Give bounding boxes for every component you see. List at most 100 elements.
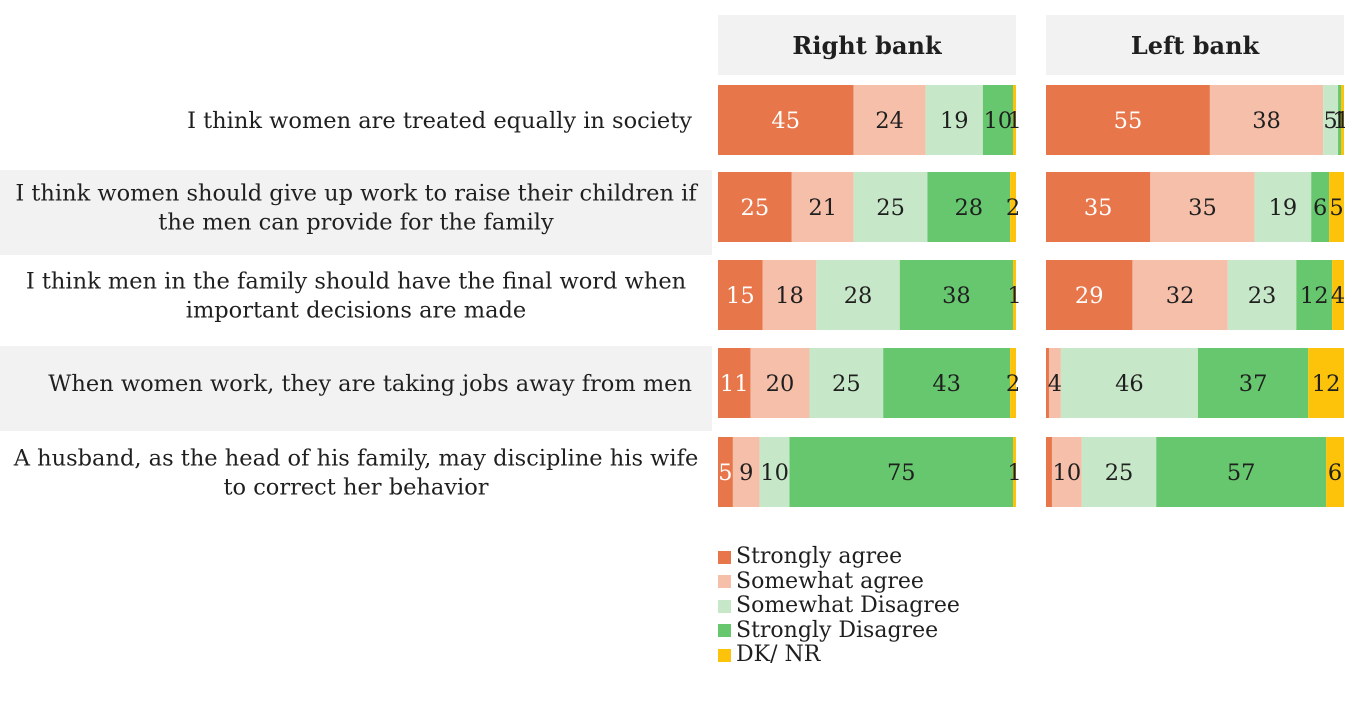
- category-labels: I think women are treated equally in soc…: [13, 108, 699, 501]
- data-label: 19: [940, 108, 969, 134]
- legend-label: Somewhat agree: [736, 568, 924, 594]
- bar-segment: [762, 260, 817, 330]
- bar-segment: [1332, 260, 1344, 330]
- data-label: 1: [1335, 108, 1345, 134]
- data-label: 5: [1323, 108, 1337, 134]
- bar-segment: [1311, 172, 1330, 242]
- bar-segment: [1329, 172, 1344, 242]
- category-label-line: When women work, they are taking jobs aw…: [48, 371, 692, 397]
- data-label: 11: [720, 371, 749, 397]
- data-label: 9: [739, 460, 753, 486]
- bar-segment: [718, 85, 854, 155]
- category-label: I think men in the family should have th…: [26, 269, 686, 324]
- data-label: 25: [876, 195, 905, 221]
- category-label-line: to correct her behavior: [223, 475, 488, 501]
- data-label: 4: [1331, 283, 1345, 309]
- bar-segment: [1046, 172, 1151, 242]
- data-label: 10: [1053, 460, 1082, 486]
- bar-segment: [1227, 260, 1297, 330]
- bar-segment: [927, 172, 1011, 242]
- legend: Strongly agree Somewhat agree Somewhat Dis…: [718, 544, 960, 668]
- bar-segment: [1197, 348, 1309, 418]
- data-label: 5: [1329, 195, 1343, 221]
- bar-segment: [925, 85, 983, 155]
- bar-segment: [1254, 172, 1312, 242]
- bar-segment: [899, 260, 1014, 330]
- data-label: 28: [954, 195, 983, 221]
- data-label: 12: [1312, 371, 1341, 397]
- category-label-line: I think women should give up work to rai…: [15, 181, 698, 207]
- data-label: 75: [887, 460, 916, 486]
- legend-swatch: [718, 648, 731, 662]
- bar-segment: [1013, 260, 1016, 330]
- data-label: 45: [771, 108, 800, 134]
- bar-segment: [1150, 172, 1255, 242]
- legend-label: DK/ NR: [736, 642, 821, 667]
- data-label: 1: [1007, 460, 1021, 486]
- data-label: 1: [1007, 108, 1021, 134]
- category-label-line: important decisions are made: [186, 298, 526, 324]
- data-label: 29: [1075, 283, 1104, 309]
- bar-segment: [718, 172, 792, 242]
- row-band: [0, 170, 712, 255]
- bar-segment: [1048, 348, 1061, 418]
- bar-segment: [1060, 348, 1198, 418]
- data-label: 1: [1007, 283, 1021, 309]
- bar-segment: [1046, 348, 1049, 418]
- category-label-line: A husband, as the head of his family, ma…: [13, 446, 699, 472]
- data-label: 57: [1227, 460, 1256, 486]
- bar-segment: [1326, 437, 1344, 507]
- bar-segment: [718, 260, 763, 330]
- legend-swatch: [718, 550, 731, 564]
- data-label: 6: [1313, 195, 1327, 221]
- bar-segment: [982, 85, 1013, 155]
- data-label: 38: [1252, 108, 1281, 134]
- panel-header-bg: [1046, 15, 1344, 75]
- data-label: 32: [1166, 283, 1195, 309]
- category-label: A husband, as the head of his family, ma…: [13, 446, 699, 501]
- legend-item: Strongly agree: [718, 544, 960, 570]
- panel-headers: Right bank Left bank: [718, 15, 1344, 75]
- legend-item: Somewhat Disagree: [718, 593, 960, 619]
- data-label: 18: [775, 283, 804, 309]
- bar-segment: [1010, 172, 1016, 242]
- legend-label: Somewhat Disagree: [736, 593, 960, 618]
- data-label: 35: [1188, 195, 1217, 221]
- category-label-line: I think men in the family should have th…: [26, 269, 686, 295]
- data-label: 37: [1239, 371, 1268, 397]
- panel-header-bg: [718, 15, 1016, 75]
- bar-segment: [809, 348, 884, 418]
- data-label: 10: [984, 108, 1013, 134]
- bar-segment: [718, 437, 733, 507]
- bar-segment: [791, 172, 854, 242]
- legend-item: Strongly Disagree: [718, 617, 960, 644]
- bar-segment: [789, 437, 1014, 507]
- category-label-line: I think women are treated equally in soc…: [187, 108, 692, 134]
- category-label-line: the men can provide for the family: [158, 210, 554, 236]
- data-label: 23: [1248, 283, 1277, 309]
- data-label: 5: [718, 460, 732, 486]
- bar-segment: [853, 172, 928, 242]
- legend-swatch: [718, 624, 731, 638]
- bar-segment: [1046, 260, 1133, 330]
- bar-segment: [1323, 85, 1339, 155]
- bar-segment: [1081, 437, 1157, 507]
- data-label: 20: [766, 371, 795, 397]
- data-label: 6: [1328, 460, 1342, 486]
- bar-segment: [1209, 85, 1324, 155]
- data-label: 25: [832, 371, 861, 397]
- legend-item: DK/ NR: [718, 642, 960, 668]
- bar-segment: [750, 348, 810, 418]
- legend-label: Strongly Disagree: [736, 617, 939, 643]
- data-label: 25: [1105, 460, 1134, 486]
- legend-label: Strongly agree: [736, 544, 903, 569]
- data-label: 38: [942, 283, 971, 309]
- bar-segment: [1338, 85, 1342, 155]
- data-label: 15: [726, 283, 755, 309]
- bar-segment: [816, 260, 900, 330]
- data-label: 35: [1084, 195, 1113, 221]
- bar-segment: [1051, 437, 1082, 507]
